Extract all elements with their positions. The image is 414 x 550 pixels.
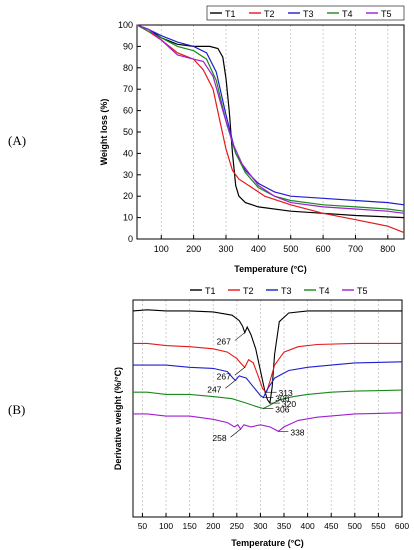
x-tick-label: 200: [206, 521, 220, 531]
panel-label-b: (B): [8, 402, 26, 417]
x-tick-label: 300: [253, 521, 267, 531]
x-tick-label: 600: [316, 244, 331, 254]
series-line-T2: [133, 342, 402, 394]
y-tick-label: 30: [123, 170, 133, 180]
legend-label-T5: T5: [357, 286, 368, 296]
x-axis-label: Temperature (°C): [234, 264, 306, 274]
x-tick-label: 550: [371, 521, 385, 531]
annotation-label: 313: [279, 388, 293, 398]
series-line-T1: [132, 309, 402, 405]
x-tick-label: 500: [283, 244, 298, 254]
y-axis-label: Derivative weight (%/°C): [113, 367, 123, 470]
y-tick-label: 50: [123, 127, 133, 137]
y-tick-label: 80: [123, 63, 133, 73]
y-tick-label: 20: [123, 191, 133, 201]
legend-label-T2: T2: [243, 286, 254, 296]
series-line-T1: [136, 24, 405, 219]
annotation-label: 338: [290, 427, 304, 437]
legend-label-T1: T1: [225, 9, 236, 19]
y-tick-label: 90: [123, 41, 133, 51]
annotation-arrow: [234, 367, 246, 376]
x-tick-label: 400: [251, 244, 266, 254]
series-line-T3: [133, 361, 403, 399]
annotation-arrow: [225, 380, 236, 389]
legend-box: [188, 283, 378, 297]
y-axis-label: Weight loss (%): [99, 99, 109, 166]
annotation-label: 320: [282, 399, 296, 409]
annotation-label: 247: [207, 384, 221, 394]
annotation-arrow: [230, 428, 241, 438]
x-tick-label: 350: [277, 521, 291, 531]
y-tick-label: 100: [118, 20, 133, 30]
legend-label-T3: T3: [303, 9, 314, 19]
legend-label-T4: T4: [319, 286, 330, 296]
x-tick-label: 50: [138, 521, 148, 531]
x-tick-label: 450: [324, 521, 338, 531]
legend-label-T2: T2: [264, 9, 275, 19]
series-line-T4: [136, 24, 405, 212]
annotation-label: 267: [217, 337, 231, 347]
x-tick-label: 400: [301, 521, 315, 531]
y-tick-label: 10: [123, 213, 133, 223]
x-tick-label: 100: [159, 521, 173, 531]
x-tick-label: 100: [154, 244, 169, 254]
x-tick-label: 150: [183, 521, 197, 531]
annotation-label: 306: [275, 394, 289, 404]
y-tick-label: 60: [123, 106, 133, 116]
plot-frame: [132, 299, 403, 518]
legend-label-T1: T1: [205, 286, 216, 296]
y-tick-label: 0: [128, 234, 133, 244]
annotation-arrow: [234, 332, 246, 341]
dtg-chart: 50 100 150 200 250 300 350 400 450 500 550 600 Tempe…: [113, 283, 409, 548]
x-tick-label: 250: [230, 521, 244, 531]
annotation-label: 267: [217, 371, 231, 381]
x-tick-label: 200: [186, 244, 201, 254]
tga-chart: 100 200 300 400 500 600 700 800 0 10 20 30 40 50 60 70 8…: [99, 5, 405, 274]
y-tick-label: 40: [123, 148, 133, 158]
panel-label-a: (A): [8, 133, 27, 148]
legend-label-T4: T4: [342, 9, 353, 19]
legend-box: [206, 5, 405, 21]
x-tick-label: 600: [395, 521, 409, 531]
annotation-label: 258: [212, 433, 226, 443]
y-tick-label: 70: [123, 84, 133, 94]
x-tick-label: 500: [348, 521, 362, 531]
series-line-T2: [136, 24, 405, 234]
legend: T1 T2 T3 T4 T5: [206, 5, 405, 21]
annotation-label: 306: [275, 405, 289, 415]
legend-label-T5: T5: [381, 9, 392, 19]
series-line-T5: [133, 412, 403, 432]
x-tick-label: 300: [218, 244, 233, 254]
x-axis-label: Temperature (°C): [231, 538, 303, 548]
legend-label-T3: T3: [281, 286, 292, 296]
x-tick-label: 800: [380, 244, 395, 254]
legend: T1 T2 T3 T4 T5: [188, 283, 378, 297]
series-line-T5: [136, 24, 405, 214]
series-line-T4: [133, 389, 403, 410]
x-tick-label: 700: [348, 244, 363, 254]
